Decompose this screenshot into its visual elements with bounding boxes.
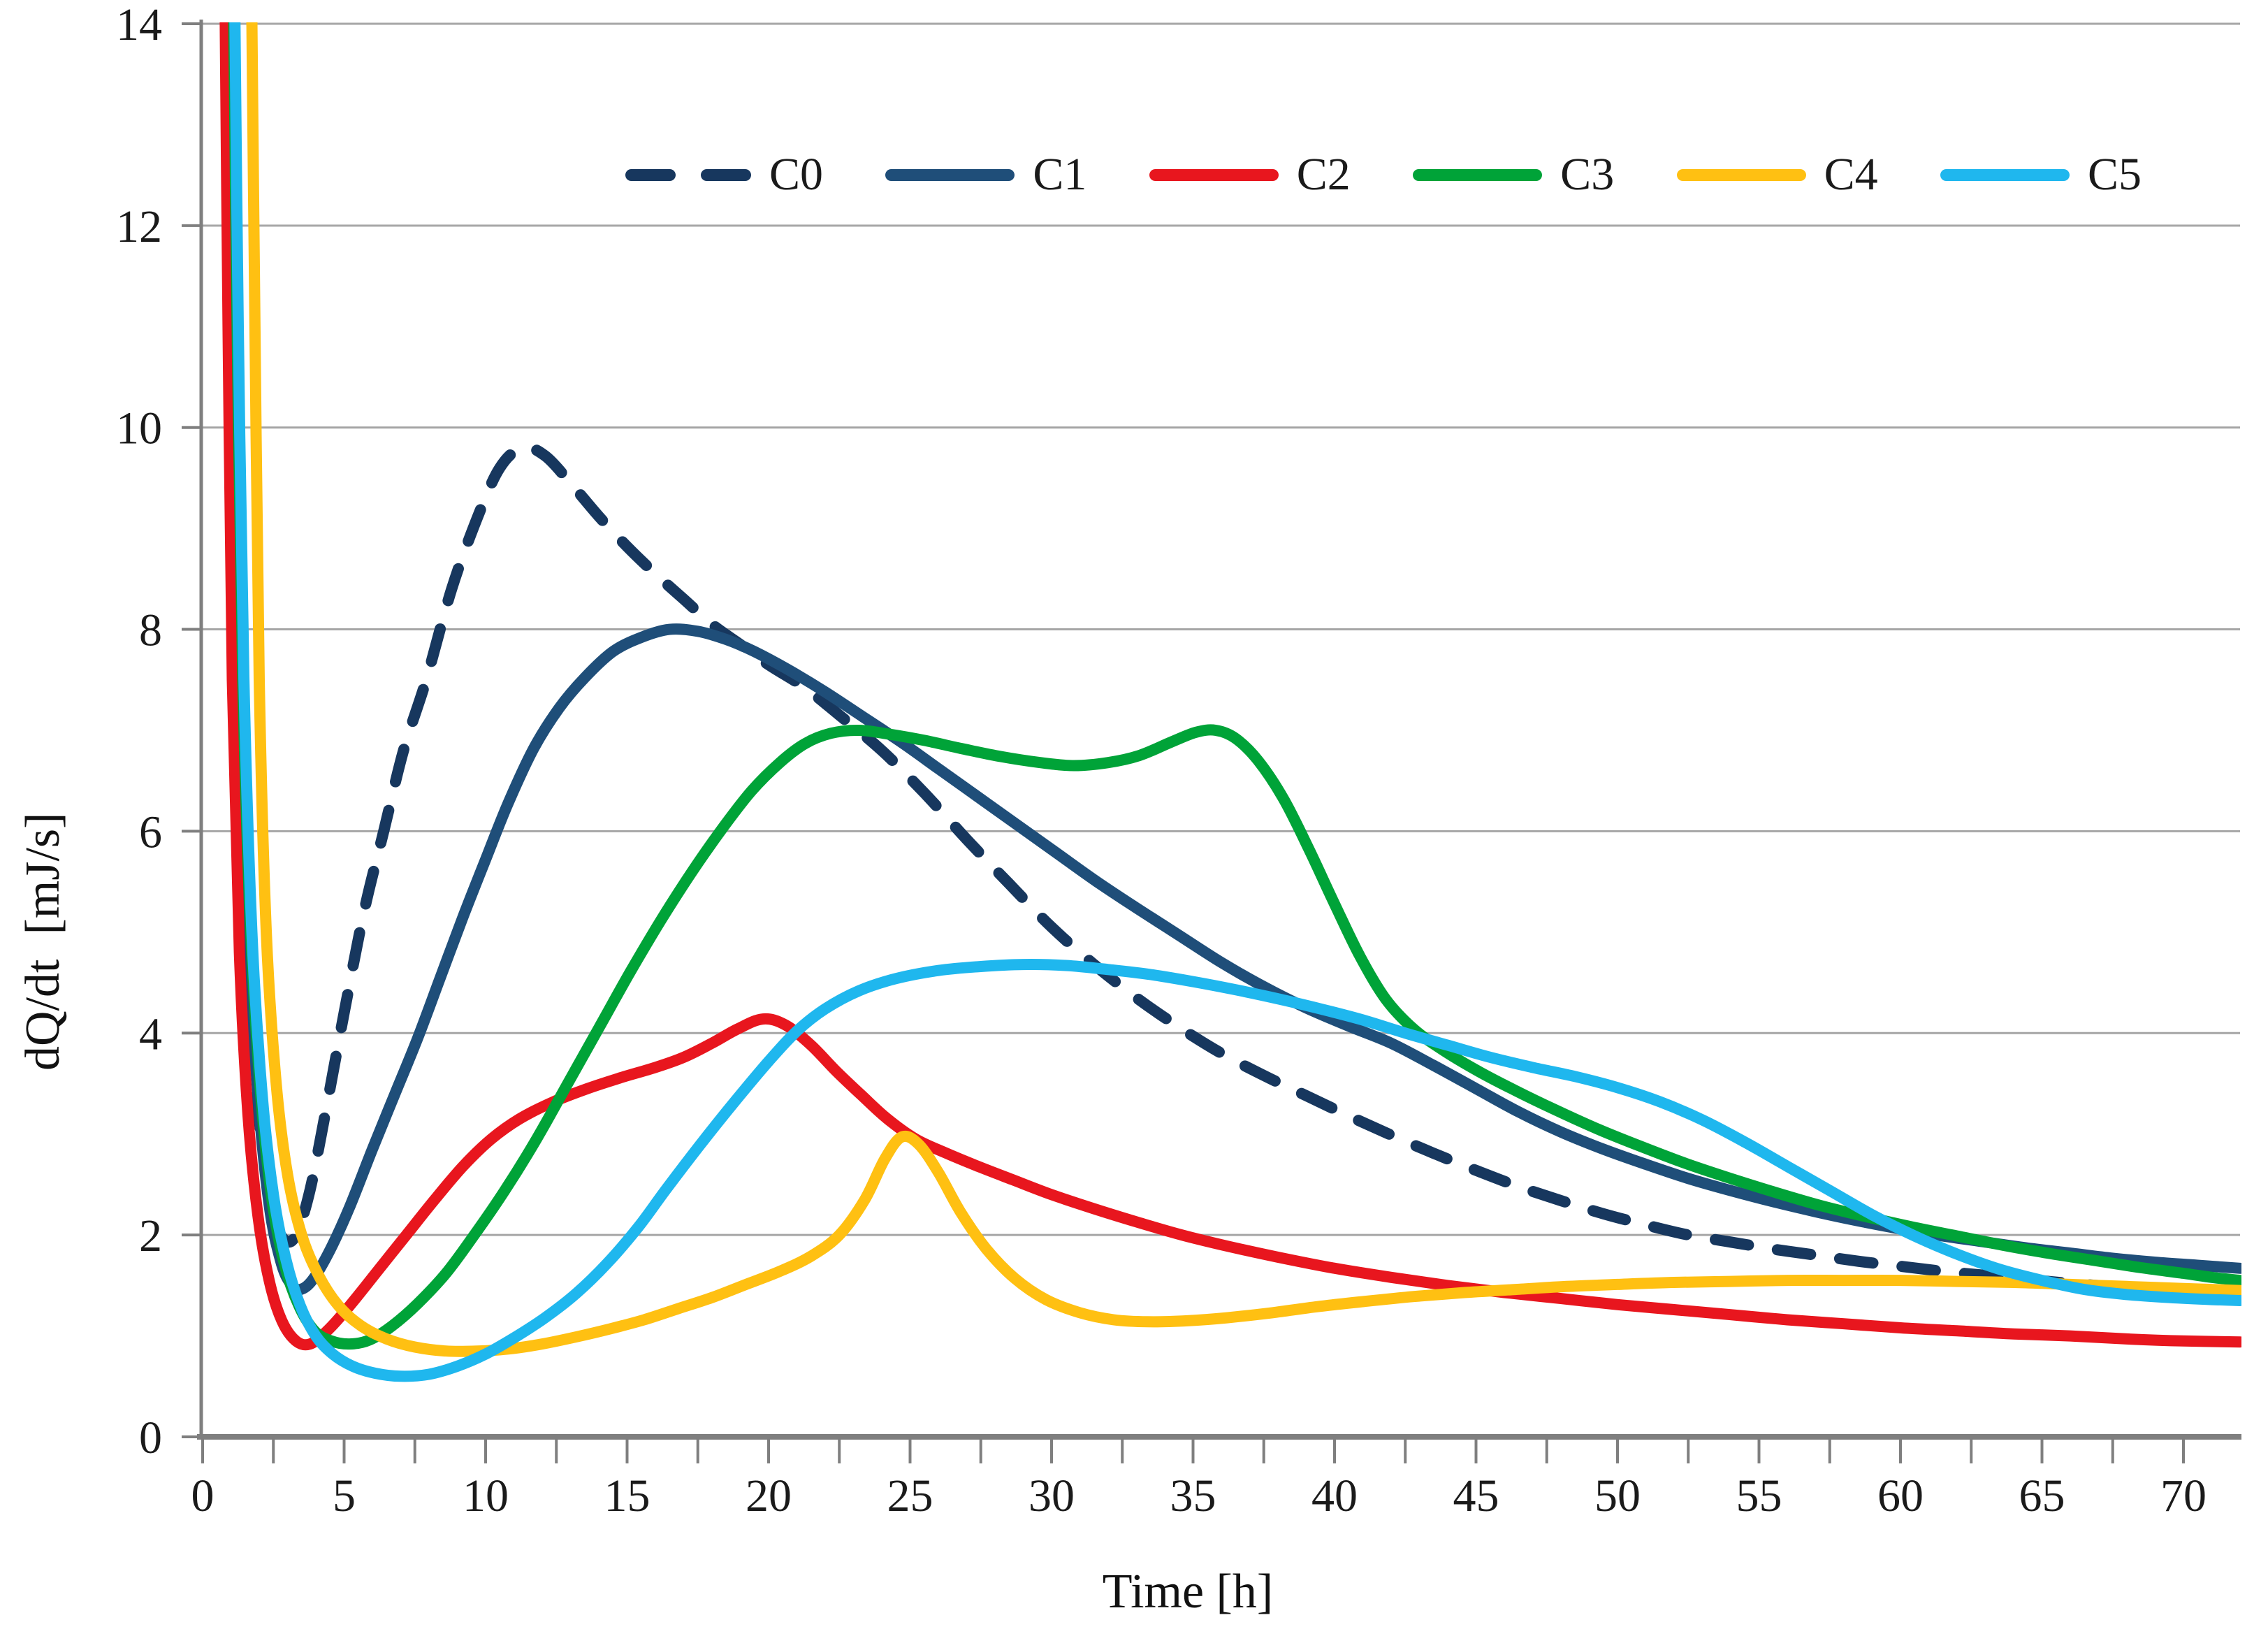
legend-swatch-c0	[625, 168, 751, 181]
legend-swatch-segment	[885, 168, 1015, 181]
legend-swatch-c2	[1149, 168, 1279, 181]
x-tick-label-50: 50	[1594, 1470, 1641, 1521]
y-tick-label-6: 6	[139, 806, 162, 857]
legend-item-c1: C1	[885, 152, 1086, 198]
legend-swatch-c1	[885, 168, 1015, 181]
legend-item-c2: C2	[1149, 152, 1351, 198]
x-tick-label-35: 35	[1170, 1470, 1216, 1521]
y-tick-label-4: 4	[139, 1008, 162, 1059]
legend-item-c3: C3	[1413, 152, 1614, 198]
legend-swatch-segment	[1149, 168, 1279, 181]
y-tick-label-0: 0	[139, 1412, 162, 1463]
legend-item-c4: C4	[1676, 149, 1878, 200]
x-tick-label-60: 60	[1877, 1470, 1924, 1521]
legend-label-c3: C3	[1560, 149, 1615, 200]
legend-label-c4: C4	[1824, 149, 1878, 200]
y-tick-label-14: 14	[116, 0, 162, 50]
x-tick-label-40: 40	[1311, 1470, 1358, 1521]
legend-label-c0: C0	[769, 149, 824, 200]
legend-label-c1: C1	[1033, 149, 1087, 200]
x-tick-label-5: 5	[333, 1470, 356, 1521]
x-tick-label-10: 10	[463, 1470, 509, 1521]
legend-item-c0: C0	[625, 152, 823, 198]
series-curve-c5	[229, 22, 2241, 1382]
legend-swatch-segment	[1940, 168, 2070, 181]
x-tick-label-15: 15	[604, 1470, 650, 1521]
legend-swatch-c3	[1413, 168, 1543, 181]
y-tick-label-12: 12	[116, 201, 162, 252]
x-tick-label-70: 70	[2160, 1470, 2207, 1521]
legend-item-c5: C5	[1940, 152, 2142, 198]
legend-swatch-c5	[1940, 168, 2070, 181]
y-tick-label-10: 10	[116, 403, 162, 454]
x-tick-label-65: 65	[2019, 1470, 2065, 1521]
legend: C0 C1 C2 C3 C4 C5	[625, 148, 2142, 201]
x-tick-label-30: 30	[1028, 1470, 1075, 1521]
curves-group	[219, 22, 2241, 1382]
y-axis-title: dQ/dt [mJ/s]	[16, 812, 70, 1071]
series-curve-c3	[228, 22, 2241, 1350]
x-axis-title: Time [h]	[1102, 1565, 1274, 1619]
legend-swatch-segment	[1413, 168, 1543, 181]
series-curve-c2	[219, 22, 2241, 1351]
x-tick-label-25: 25	[887, 1470, 933, 1521]
legend-swatch-segment	[625, 168, 676, 181]
x-tick-label-0: 0	[191, 1470, 215, 1521]
y-tick-label-2: 2	[139, 1210, 162, 1261]
y-tick-label-8: 8	[139, 605, 162, 656]
legend-swatch-segment	[701, 168, 751, 181]
x-tick-label-20: 20	[746, 1470, 792, 1521]
x-tick-label-45: 45	[1453, 1470, 1499, 1521]
x-tick-label-55: 55	[1736, 1470, 1782, 1521]
legend-label-c5: C5	[2087, 149, 2142, 200]
legend-swatch-c4	[1676, 168, 1806, 181]
legend-label-c2: C2	[1296, 149, 1351, 200]
legend-swatch-segment	[1676, 168, 1806, 181]
series-curve-c4	[246, 22, 2241, 1357]
